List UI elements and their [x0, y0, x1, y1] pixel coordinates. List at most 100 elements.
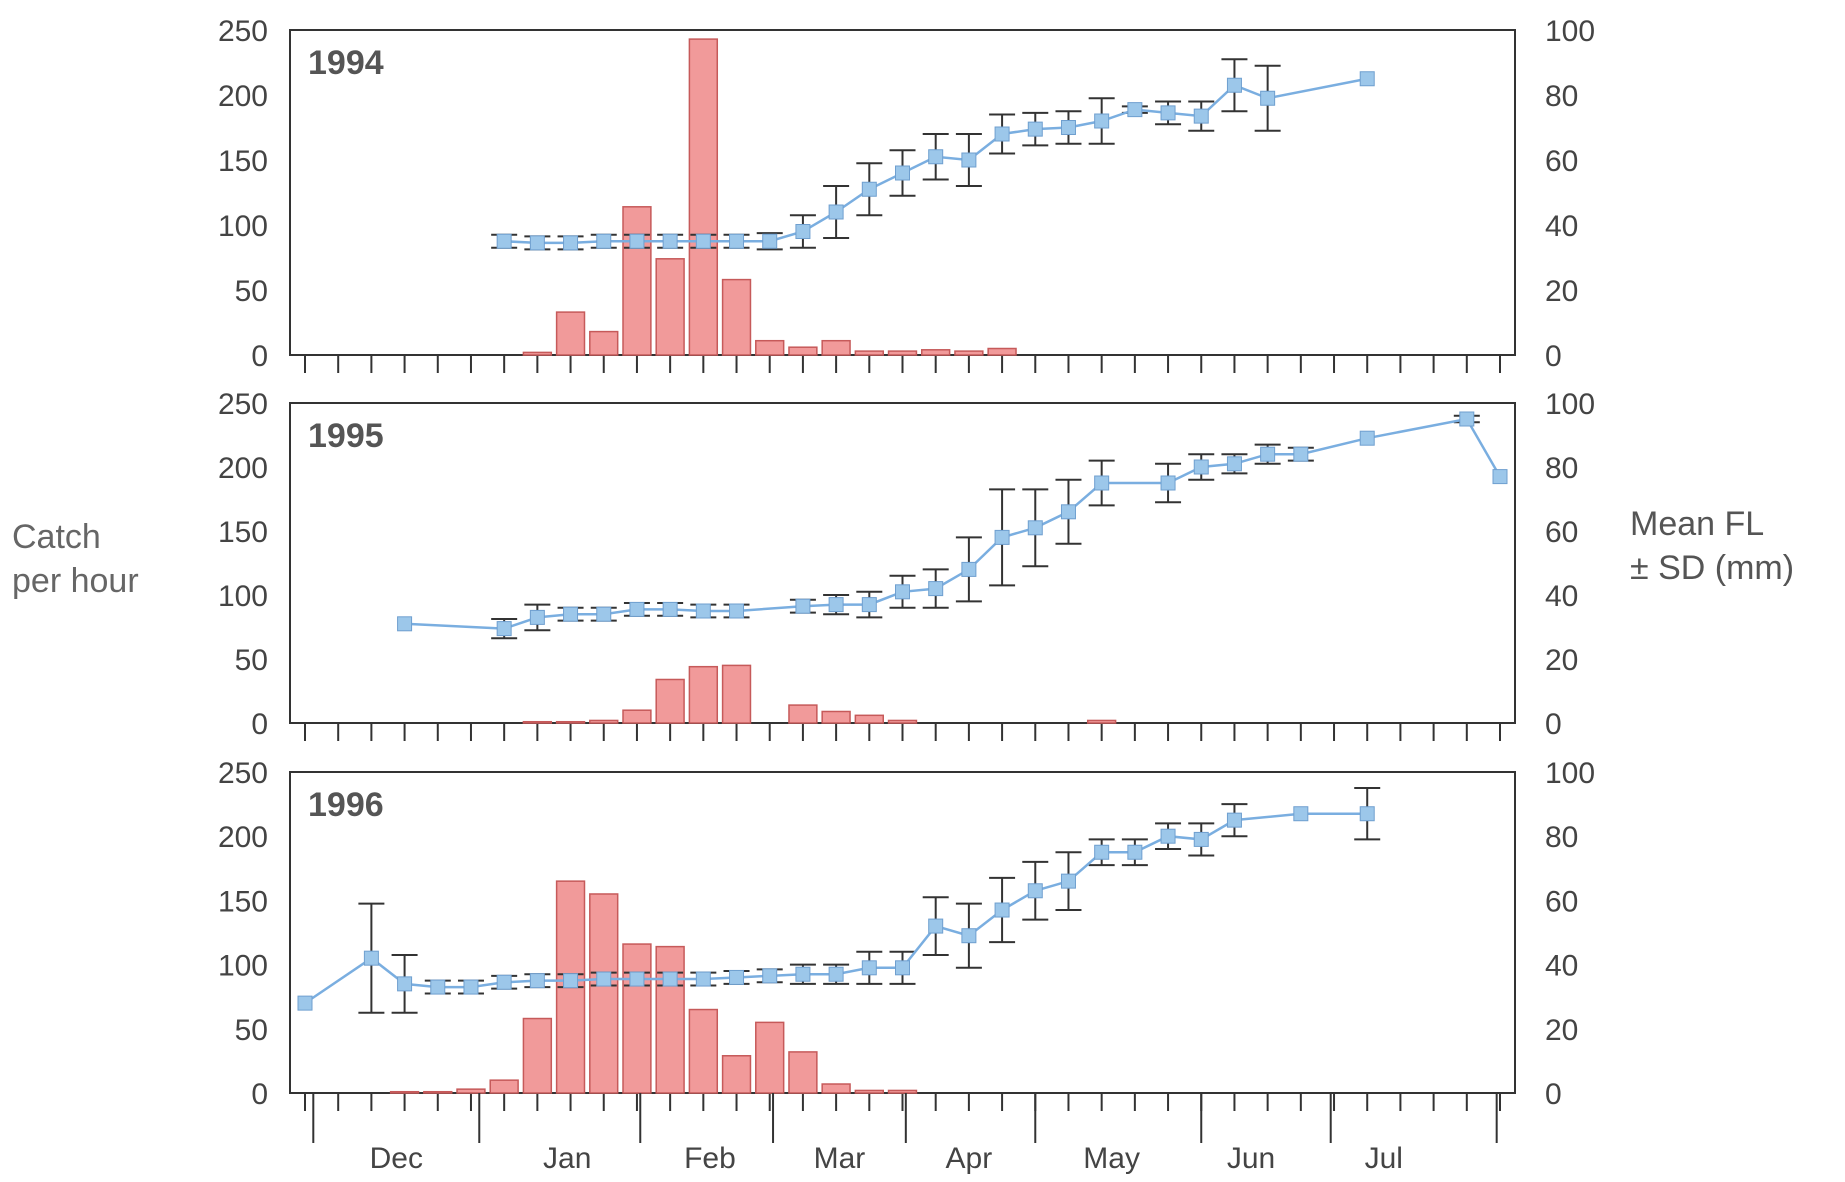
right-tick-label: 40: [1545, 950, 1578, 983]
panel-year-label: 1996: [308, 786, 384, 824]
mean-fl-marker: [961, 152, 977, 168]
catch-bar: [688, 38, 719, 356]
catch-bar: [721, 664, 752, 724]
mean-fl-line: [404, 417, 1502, 630]
catch-bar: [954, 350, 984, 356]
mean-fl-marker: [529, 609, 545, 625]
left-tick-label: 50: [235, 275, 268, 308]
right-axis-label-line-2: ± SD (mm): [1630, 549, 1795, 587]
mean-fl-marker: [596, 606, 612, 622]
mean-fl-marker: [729, 969, 745, 985]
mean-fl-marker: [1027, 520, 1043, 536]
mean-fl-marker: [629, 601, 645, 617]
mean-fl-marker: [596, 233, 612, 249]
right-tick-label: 0: [1545, 340, 1562, 373]
mean-fl-marker: [297, 995, 313, 1011]
mean-fl-marker: [695, 603, 711, 619]
catch-bar: [555, 720, 586, 724]
mean-fl-marker: [1160, 105, 1176, 121]
month-label: Jul: [1365, 1142, 1403, 1175]
mean-fl-marker: [961, 561, 977, 577]
mean-fl-marker: [1060, 873, 1076, 889]
mean-fl-marker: [828, 966, 844, 982]
right-axis-label-line-1: Mean FL: [1630, 505, 1765, 543]
month-label: May: [1083, 1142, 1140, 1175]
mean-fl-marker: [994, 126, 1010, 142]
mean-fl-marker: [895, 165, 910, 181]
mean-fl-marker: [861, 597, 877, 613]
right-tick-label: 60: [1545, 885, 1578, 918]
mean-fl-marker: [463, 979, 479, 995]
mean-fl-marker: [1226, 812, 1242, 828]
mean-fl-marker: [1492, 469, 1508, 485]
mean-fl-marker: [994, 529, 1010, 545]
left-tick-label: 200: [218, 821, 268, 854]
catch-bar: [788, 1051, 818, 1094]
mean-fl-marker: [695, 233, 711, 249]
catch-bar: [622, 206, 652, 356]
month-label: Apr: [946, 1142, 993, 1175]
catch-bar: [555, 311, 586, 356]
panel-frame: [289, 771, 1516, 1094]
mean-fl-marker: [397, 616, 413, 632]
mean-fl-marker: [1193, 459, 1209, 475]
catch-bar: [522, 720, 553, 724]
right-tick-label: 20: [1545, 644, 1578, 677]
catch-bar: [522, 1017, 553, 1094]
mean-fl-marker: [1459, 411, 1475, 427]
mean-fl-marker: [1094, 113, 1110, 129]
mean-fl-marker: [363, 950, 379, 966]
mean-fl-marker: [1094, 844, 1110, 860]
mean-fl-marker: [795, 224, 811, 239]
right-tick-label: 20: [1545, 1014, 1578, 1047]
mean-fl-marker: [729, 233, 745, 249]
catch-bar: [589, 719, 619, 724]
catch-bar: [522, 351, 553, 356]
catch-bar: [755, 339, 785, 356]
mean-fl-marker: [1226, 77, 1242, 93]
catch-bar: [622, 943, 652, 1094]
left-tick-label: 0: [251, 708, 268, 741]
catch-bar: [655, 678, 685, 724]
mean-fl-marker: [795, 598, 811, 614]
mean-fl-marker: [662, 233, 678, 249]
mean-fl-marker: [895, 960, 910, 976]
right-tick-label: 100: [1545, 15, 1595, 48]
left-tick-label: 250: [218, 757, 268, 790]
catch-bar: [821, 710, 851, 724]
left-tick-label: 100: [218, 950, 268, 983]
catch-bar: [489, 1079, 519, 1094]
mean-fl-marker: [1160, 828, 1176, 844]
catch-bar: [887, 1089, 918, 1094]
left-tick-label: 150: [218, 516, 268, 549]
catch-bar: [887, 350, 918, 356]
catch-bar: [788, 704, 818, 724]
left-axis-label-line-1: Catch: [12, 518, 101, 556]
mean-fl-marker: [795, 966, 811, 982]
mean-fl-marker: [1027, 121, 1043, 137]
panel-year-label: 1995: [308, 417, 384, 455]
mean-fl-marker: [762, 968, 778, 984]
mean-fl-marker: [928, 918, 944, 934]
right-tick-label: 100: [1545, 757, 1595, 790]
mean-fl-marker: [861, 181, 877, 197]
catch-bar: [589, 330, 619, 356]
mean-fl-marker: [563, 606, 579, 622]
mean-fl-marker: [529, 973, 545, 989]
right-tick-label: 60: [1545, 145, 1578, 178]
mean-fl-marker: [496, 233, 512, 249]
catch-bar: [423, 1090, 453, 1094]
right-tick-label: 80: [1545, 80, 1578, 113]
mean-fl-marker: [828, 597, 844, 613]
mean-fl-marker: [1127, 844, 1143, 860]
mean-fl-marker: [1160, 475, 1176, 491]
left-axis-label-line-2: per hour: [12, 562, 139, 600]
catch-bar: [854, 1089, 884, 1094]
mean-fl-marker: [629, 971, 645, 987]
mean-fl-marker: [1293, 806, 1309, 822]
mean-fl-marker: [828, 204, 844, 220]
mean-fl-marker: [662, 601, 678, 617]
mean-fl-marker: [1060, 120, 1076, 135]
